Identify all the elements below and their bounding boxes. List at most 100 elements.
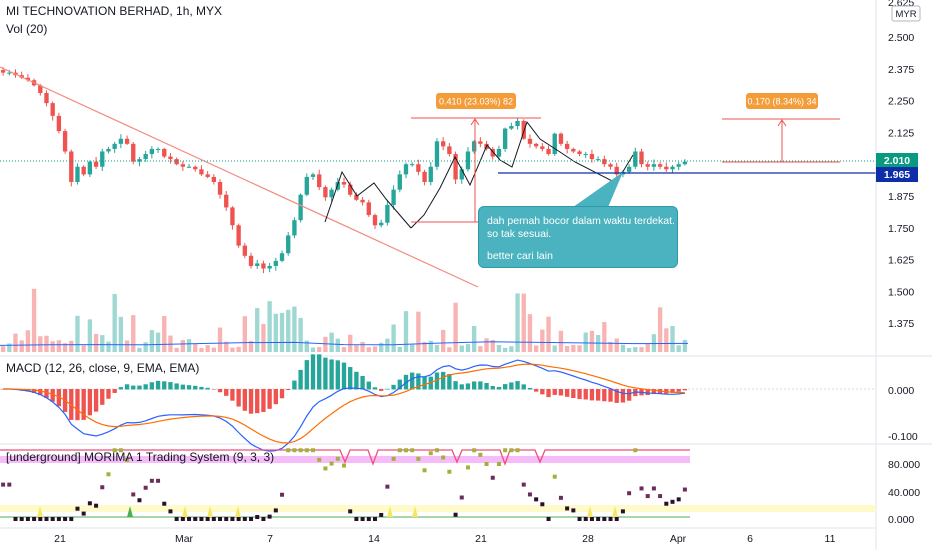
volume-bar [100,335,105,352]
volume-bar [379,342,384,352]
stoch-dot [230,517,235,521]
candle-body [224,194,229,208]
price-tick: 1.375 [888,318,914,330]
candle-body [81,166,86,175]
volume-bar [81,345,86,352]
stoch-dot [577,517,582,521]
macd-hist-bar [236,389,241,407]
candle-body [354,194,359,200]
stoch-dot [205,517,210,521]
price-tick: 2.500 [888,32,914,44]
stoch-dot [366,517,371,521]
volume-bar [577,345,582,352]
zigzag-path-1[interactable] [324,170,412,229]
stoch-dot [125,458,130,463]
stoch-dot [354,517,359,521]
stoch-signal-marker [387,506,393,517]
volume-bar [261,324,266,352]
price-tick: 1.875 [888,191,914,203]
candle-body [155,148,161,150]
candle-body [323,187,328,198]
candle-body [193,166,198,170]
macd-line [3,359,685,452]
stoch-dot [503,448,508,453]
stoch-dot [558,495,563,500]
stoch-dot [360,517,365,521]
macd-hist-bar [645,389,650,396]
time-tick: Mar [175,533,194,545]
volume-bar [131,315,136,352]
stoch-dot [552,474,557,479]
candle-body [434,141,440,167]
candle-body [602,159,607,165]
volume-bar [13,333,18,352]
macd-hist-bar [564,389,570,397]
volume-bar [273,313,278,352]
currency-badge[interactable] [891,5,921,22]
volume-bar [348,334,353,352]
stoch-dot [459,495,464,500]
volume-bar [372,346,378,352]
volume-bar [118,316,124,352]
stoch-dot [224,517,229,521]
stoch-dot [434,448,439,453]
macd-hist-bar [100,389,105,405]
candle-body [87,161,93,175]
candle-body [248,255,254,266]
stoch-dot [13,517,18,521]
downtrend-line[interactable] [0,66,479,288]
candle-body [496,148,502,157]
zigzag-path-2[interactable] [410,120,634,229]
candle-body [465,151,471,170]
candle-body [552,133,557,155]
macd-hist-bar [354,371,359,390]
stoch-dot [391,456,396,461]
volume-bar [62,343,68,352]
macd-hist-bar [44,389,49,399]
volume-bar [626,347,632,352]
macd-hist-bar [341,362,347,390]
macd-hist-bar [38,389,43,396]
candle-body [397,174,402,190]
time-axis: 21 Mar 7 14 21 28 Apr 6 11 [54,533,835,545]
candle-body [62,131,68,152]
macd-hist-bar [490,386,495,390]
candle-body [564,143,570,149]
volume-bar [93,333,99,352]
macd-tick: 0.000 [888,385,914,397]
candle-body [242,245,247,256]
time-tick: 6 [747,533,753,545]
macd-hist-bar [496,386,502,390]
candle-body [459,169,464,180]
volume-bar [354,345,359,352]
volume-bar [410,344,415,352]
macd-hist-bar [131,385,136,390]
macd-hist-bar [292,380,297,390]
macd-hist-bar [614,389,619,403]
volume-bar [31,288,37,352]
volume-bar [267,301,272,352]
stoch-top-signals [0,449,690,466]
macd-hist-bar [651,389,657,395]
volume-indicator-label: Vol (20) [6,22,48,36]
stoch-signal-marker [207,506,213,517]
note-callout[interactable]: dah pernah bocor dalam waktu terdekat. s… [478,206,678,268]
stoch-dot [639,486,644,491]
macd-hist-bar [589,389,595,401]
macd-hist-bar [323,357,328,390]
candle-body [149,148,155,155]
candle-body [372,215,378,226]
volume-bar [447,347,452,352]
macd-hist-bar [620,389,626,403]
stoch-dot [149,478,154,483]
macd-hist-bar [56,389,62,407]
stoch-signal-marker [412,506,418,517]
volume-bar [391,324,396,352]
volume-bar [124,340,130,352]
volume-bar [459,345,464,352]
stoch-dot [329,461,334,466]
volume-bar [515,293,520,352]
macd-hist-bar [186,385,192,390]
volume-bar [484,338,489,352]
macd-hist-bar [478,381,483,390]
